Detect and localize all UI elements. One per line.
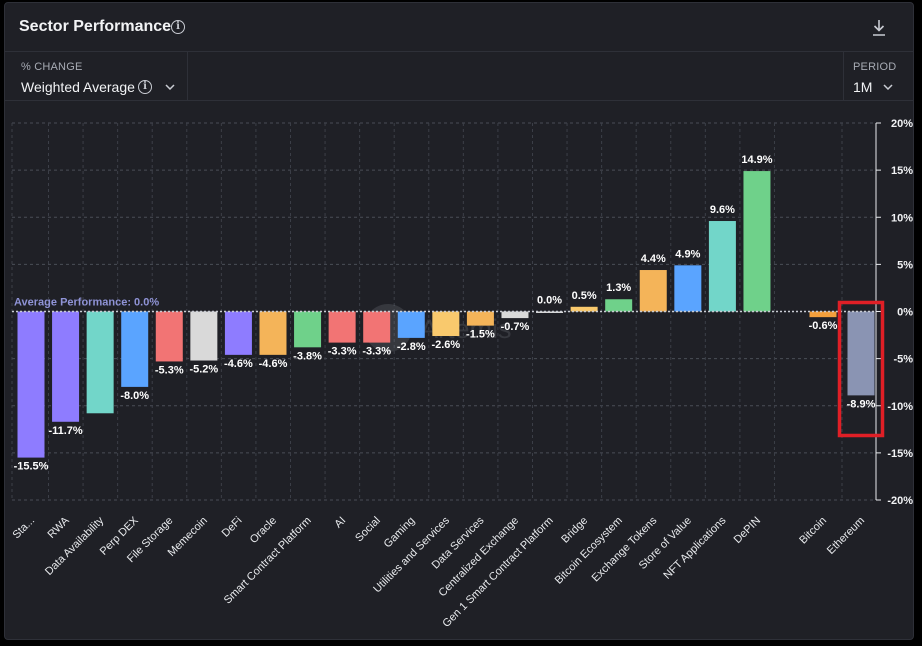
- y-tick-label: 15%: [891, 165, 913, 177]
- y-tick-label: -20%: [887, 495, 913, 507]
- category-label: Bridge: [559, 515, 590, 546]
- y-tick-label: -15%: [887, 448, 913, 460]
- bar-value-label: 4.9%: [675, 248, 700, 260]
- category-label: RWA: [45, 514, 72, 541]
- bar-14[interactable]: [501, 311, 529, 319]
- category-label: Ethereum: [825, 515, 867, 557]
- bar-23[interactable]: [847, 311, 875, 396]
- y-tick-label: 0%: [897, 307, 913, 319]
- chart-bars: -15.5% -11.7% -8.0% -5.3% -5.2% -4.6% -4.6% -3.…: [14, 154, 876, 473]
- bar-19[interactable]: [674, 265, 702, 312]
- bar-9[interactable]: [328, 311, 356, 343]
- bar-value-label: -8.0%: [120, 390, 149, 402]
- bar-7[interactable]: [259, 311, 287, 355]
- y-tick-label: 10%: [891, 212, 913, 224]
- bar-value-label: 0.0%: [537, 295, 562, 307]
- category-label: Oracle: [248, 515, 279, 546]
- average-label: Average Performance: 0.0%: [14, 297, 159, 309]
- bar-1[interactable]: [52, 311, 80, 422]
- bar-20[interactable]: [708, 221, 736, 312]
- bar-4[interactable]: [155, 311, 183, 362]
- bar-value-label: 0.5%: [572, 290, 597, 302]
- bar-8[interactable]: [294, 311, 322, 348]
- bar-value-label: -5.3%: [155, 364, 184, 376]
- y-tick-label: -5%: [893, 354, 913, 366]
- period-select-value: 1M: [853, 79, 873, 95]
- period-chevron-down-icon: [883, 84, 893, 90]
- bar-13[interactable]: [466, 311, 494, 326]
- bar-22[interactable]: [809, 311, 837, 318]
- bar-17[interactable]: [605, 299, 633, 312]
- bar-10[interactable]: [363, 311, 391, 343]
- period-divider: [843, 52, 844, 100]
- bar-16[interactable]: [570, 306, 598, 312]
- period-select[interactable]: 1M: [851, 76, 901, 98]
- bar-value-label: -0.7%: [501, 321, 530, 333]
- bar-value-label: 1.3%: [606, 282, 631, 294]
- bar-2[interactable]: [86, 311, 114, 414]
- sector-performance-panel: Sector Performance i % CHANGE Weighted A…: [4, 2, 914, 640]
- bar-value-label: 9.6%: [710, 204, 735, 216]
- controls-divider: [187, 52, 188, 100]
- category-label: Data Availability: [43, 514, 107, 578]
- bar-value-label: -5.2%: [189, 364, 218, 376]
- bar-value-label: -2.8%: [397, 341, 426, 353]
- category-label: Sta...: [10, 515, 37, 542]
- bar-11[interactable]: [397, 311, 425, 338]
- category-label: DeFi: [220, 515, 245, 540]
- bar-value-label: -3.8%: [293, 350, 322, 362]
- bar-value-label: -0.6%: [809, 320, 838, 332]
- category-label: AI: [332, 515, 348, 531]
- category-label: DePIN: [732, 515, 763, 546]
- bar-21[interactable]: [743, 171, 771, 312]
- bar-value-label: -2.6%: [431, 339, 460, 351]
- panel-header: Sector Performance i: [5, 3, 913, 52]
- bar-value-label: -15.5%: [14, 461, 49, 473]
- metric-label: % CHANGE: [21, 61, 83, 73]
- bar-3[interactable]: [121, 311, 149, 387]
- metric-chevron-down-icon: [165, 84, 175, 90]
- bar-value-label: -1.5%: [466, 329, 495, 341]
- bar-value-label: -8.9%: [847, 398, 876, 410]
- category-label: Exchange Tokens: [590, 514, 660, 584]
- title-info-icon[interactable]: i: [171, 20, 185, 34]
- bar-value-label: 14.9%: [741, 154, 772, 166]
- bar-5[interactable]: [190, 311, 218, 361]
- average-line-group: Average Performance: 0.0%: [12, 297, 876, 313]
- bar-18[interactable]: [639, 270, 667, 312]
- ethereum-highlight-box: [837, 300, 885, 438]
- metric-select[interactable]: Weighted Average i: [19, 76, 179, 98]
- category-label: Social: [353, 515, 383, 545]
- bar-0[interactable]: [17, 311, 45, 458]
- metric-info-icon[interactable]: i: [138, 80, 152, 94]
- category-label: NFT Applications: [661, 514, 728, 581]
- metric-select-value: Weighted Average: [21, 79, 135, 95]
- highlight-group: [837, 300, 885, 438]
- bar-value-label: -3.3%: [362, 346, 391, 358]
- bar-12[interactable]: [432, 311, 460, 337]
- y-tick-label: 5%: [897, 259, 913, 271]
- bar-value-label: -4.6%: [224, 358, 253, 370]
- bar-value-label: -11.7%: [48, 425, 82, 437]
- panel-title: Sector Performance: [19, 18, 172, 35]
- period-label: PERIOD: [853, 61, 897, 73]
- bar-value-label: -3.3%: [328, 346, 357, 358]
- category-label: Bitcoin: [797, 515, 829, 547]
- bar-value-label: -4.6%: [259, 358, 288, 370]
- controls-bar: % CHANGE Weighted Average i PERIOD 1M: [5, 52, 913, 101]
- download-icon[interactable]: [871, 19, 887, 37]
- bar-value-label: 4.4%: [641, 253, 666, 265]
- bar-6[interactable]: [224, 311, 252, 355]
- y-tick-label: 20%: [891, 118, 913, 130]
- y-tick-label: -10%: [887, 401, 913, 413]
